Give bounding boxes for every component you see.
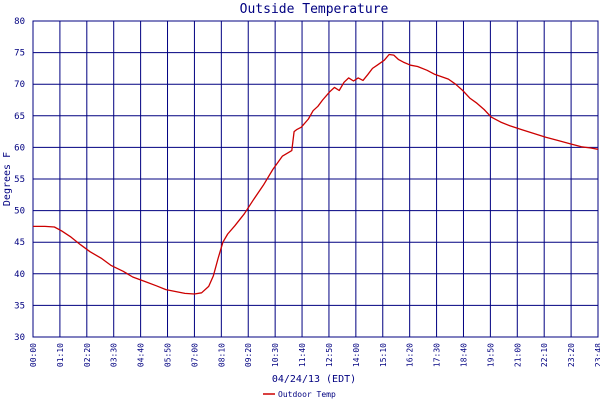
x-tick-label: 23:48: [594, 343, 600, 367]
x-tick-label: 10:30: [271, 343, 280, 367]
y-tick-label: 75: [14, 49, 25, 59]
y-tick-label: 45: [14, 238, 25, 248]
x-tick-label: 23:20: [567, 343, 576, 367]
x-axis-label: 04/24/13 (EDT): [272, 374, 356, 385]
y-tick-label: 40: [14, 270, 25, 280]
legend: Outdoor Temp: [263, 390, 336, 399]
y-tick-label: 60: [14, 143, 25, 153]
x-tick-label: 05:50: [164, 343, 173, 367]
x-tick-label: 07:00: [190, 343, 199, 367]
y-tick-label: 80: [14, 17, 25, 27]
x-tick-label: 18:40: [459, 343, 468, 367]
y-axis-label: Degrees F: [2, 152, 13, 206]
y-tick-label: 65: [14, 112, 25, 122]
x-tick-label: 22:10: [540, 343, 549, 367]
x-tick-label: 01:10: [56, 343, 65, 367]
y-tick-label: 70: [14, 80, 25, 90]
x-tick-label: 17:30: [433, 343, 442, 367]
x-tick-label: 14:00: [352, 343, 361, 367]
y-tick-label: 55: [14, 175, 25, 185]
series-layer: [33, 53, 599, 295]
x-tick-label: 09:20: [244, 343, 253, 367]
x-tick-label: 02:20: [83, 343, 92, 367]
legend-label: Outdoor Temp: [278, 390, 336, 399]
x-tick-label: 16:20: [406, 343, 415, 367]
x-tick-label: 11:40: [298, 343, 307, 367]
y-tick-label: 35: [14, 301, 25, 311]
x-tick-label: 00:00: [29, 343, 38, 367]
series-line-outdoor-temp: [33, 53, 599, 295]
x-tick-label: 03:30: [110, 343, 119, 367]
x-tick-label: 15:10: [379, 343, 388, 367]
chart-title: Outside Temperature: [240, 2, 389, 17]
x-tick-label: 08:10: [217, 343, 226, 367]
x-tick-label: 21:00: [513, 343, 522, 367]
x-axis-ticks: 00:00 01:10 02:20 03:30 04:40 05:50 07:00 08:10…: [29, 343, 600, 367]
x-tick-label: 19:50: [486, 343, 495, 367]
x-tick-label: 12:50: [325, 343, 334, 367]
y-tick-label: 50: [14, 207, 25, 217]
chart-grid: [32, 20, 599, 338]
y-axis-ticks: 30 35 40 45 50 55 60 65 70 75 80: [14, 17, 25, 343]
plot-frame: [32, 20, 599, 338]
x-tick-label: 04:40: [137, 343, 146, 367]
y-tick-label: 30: [14, 333, 25, 343]
